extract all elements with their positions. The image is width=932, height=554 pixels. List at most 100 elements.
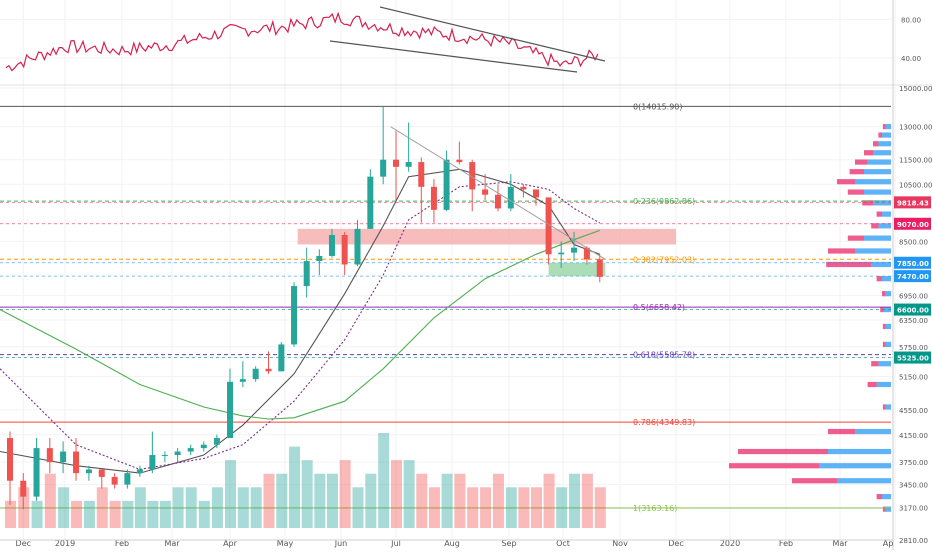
price-badge bbox=[894, 217, 931, 230]
vp-sell-bar bbox=[876, 276, 882, 282]
vp-buy-bar bbox=[885, 124, 891, 130]
volume-bar bbox=[122, 500, 134, 528]
y-tick-label: 5750.00 bbox=[899, 344, 928, 352]
candle-body bbox=[316, 255, 323, 262]
fib-label: 0.382(7952.03) bbox=[633, 255, 695, 264]
time-axis[interactable]: Dec 2019 Feb Mar Apr May Jun Jul Aug Sep Oct Nov Dec… bbox=[0, 539, 893, 548]
candle-body bbox=[520, 186, 527, 190]
volume-bar bbox=[134, 487, 146, 528]
x-tick-label: Feb bbox=[779, 539, 793, 548]
candle-body bbox=[558, 252, 565, 255]
candle-body bbox=[7, 438, 13, 481]
vp-buy-bar bbox=[837, 478, 891, 484]
candle-body bbox=[328, 235, 335, 256]
x-tick-label: Sep bbox=[501, 539, 516, 548]
vp-sell-bar bbox=[882, 323, 886, 330]
vp-sell-bar bbox=[867, 381, 877, 388]
vp-buy-bar bbox=[864, 189, 891, 195]
volume-bar bbox=[71, 500, 83, 528]
candle-body bbox=[418, 162, 425, 187]
fib-label: 0.236(9862.86) bbox=[633, 197, 695, 206]
volume-bar bbox=[569, 473, 581, 528]
y-tick-label: 3170.00 bbox=[899, 504, 928, 512]
y-tick-label: 5150.00 bbox=[899, 374, 928, 382]
x-tick-label: Dec bbox=[668, 539, 683, 548]
vp-sell-bar bbox=[876, 494, 882, 500]
candle-body bbox=[124, 473, 131, 485]
candle-body bbox=[354, 228, 361, 265]
vp-buy-bar bbox=[878, 141, 891, 147]
volume-bar bbox=[543, 473, 555, 528]
price-badge-label: 7850.00 bbox=[897, 260, 929, 268]
vp-sell-bar bbox=[871, 361, 879, 367]
candle-body bbox=[98, 469, 105, 477]
x-tick-label: May bbox=[277, 539, 294, 548]
price-badge-label: 9070.00 bbox=[897, 221, 929, 229]
volume-bar bbox=[467, 487, 479, 528]
zones bbox=[297, 228, 676, 277]
vp-buy-bar bbox=[882, 211, 891, 217]
fib-label: 0.786(4349.83) bbox=[633, 418, 695, 427]
price-badge-label: 7470.00 bbox=[897, 273, 929, 281]
vp-buy-bar bbox=[867, 159, 891, 165]
x-tick-label: Nov bbox=[612, 539, 628, 548]
price-badge bbox=[894, 351, 931, 364]
x-tick-label: Aug bbox=[444, 539, 460, 548]
candle-body bbox=[46, 448, 53, 463]
y-tick-label: 15000.00 bbox=[899, 85, 932, 93]
fib-label: 1(3163.16) bbox=[633, 504, 677, 513]
volume-bar bbox=[505, 487, 517, 528]
fib-label: 0.618(5585.78) bbox=[633, 351, 695, 360]
vp-buy-bar bbox=[885, 323, 891, 330]
volume-bar bbox=[492, 473, 504, 528]
zone-support-zone bbox=[548, 262, 606, 277]
y-tick-label: 11500.00 bbox=[899, 157, 932, 165]
y-tick-label: 3450.00 bbox=[899, 482, 928, 490]
vp-buy-bar bbox=[864, 235, 891, 241]
vp-sell-bar bbox=[864, 150, 873, 156]
volume-bar bbox=[454, 473, 466, 528]
ma-line-long-MA bbox=[0, 229, 600, 420]
candle-body bbox=[200, 444, 207, 449]
y-tick-label: 3750.00 bbox=[899, 459, 928, 467]
y-tick-label: 4150.00 bbox=[899, 432, 928, 440]
vp-buy-bar bbox=[882, 132, 891, 138]
volume-bar bbox=[96, 487, 108, 528]
candle-body bbox=[213, 438, 220, 445]
indicator-trendline-lower bbox=[329, 40, 578, 73]
volume-bar bbox=[556, 487, 568, 528]
vp-sell-bar bbox=[876, 211, 882, 217]
vp-buy-bar bbox=[878, 223, 891, 229]
candle-body bbox=[161, 455, 168, 457]
vp-buy-bar bbox=[882, 494, 891, 500]
ma-line-mid-MA bbox=[0, 181, 601, 470]
volume-bar bbox=[314, 473, 326, 528]
volume-bar bbox=[531, 487, 542, 528]
vp-buy-bar bbox=[878, 361, 891, 367]
candle-body bbox=[571, 247, 578, 253]
volume-bar bbox=[416, 473, 428, 528]
vp-buy-bar bbox=[855, 428, 891, 435]
y-tick-label: 4550.00 bbox=[899, 407, 928, 415]
volume-bars bbox=[5, 433, 606, 528]
volume-bar bbox=[301, 460, 313, 528]
vp-sell-bar bbox=[882, 124, 886, 130]
vp-buy-bar bbox=[855, 179, 891, 185]
price-badges: 9818.43 9070.00 7850.00 7470.00 6600.00 5525.… bbox=[894, 196, 931, 364]
volume-bar bbox=[365, 473, 377, 528]
candle-body bbox=[405, 162, 412, 167]
indicator-line bbox=[5, 11, 599, 72]
candle-body bbox=[33, 448, 40, 497]
volume-bar bbox=[83, 500, 95, 528]
price-axis[interactable]: 15000.00 13000.00 11500.00 10500.00 8500.00 6… bbox=[892, 0, 932, 550]
volume-profile bbox=[729, 124, 891, 512]
vp-buy-bar bbox=[876, 381, 891, 388]
indicator-trendline-upper bbox=[379, 6, 606, 62]
trendlines bbox=[390, 126, 606, 260]
fib-label: 0(14015.90) bbox=[633, 102, 683, 111]
volume-bar bbox=[594, 487, 606, 528]
vp-sell-bar bbox=[849, 169, 864, 175]
vp-buy-bar bbox=[885, 506, 891, 512]
price-badge-label: 6600.00 bbox=[897, 307, 929, 315]
